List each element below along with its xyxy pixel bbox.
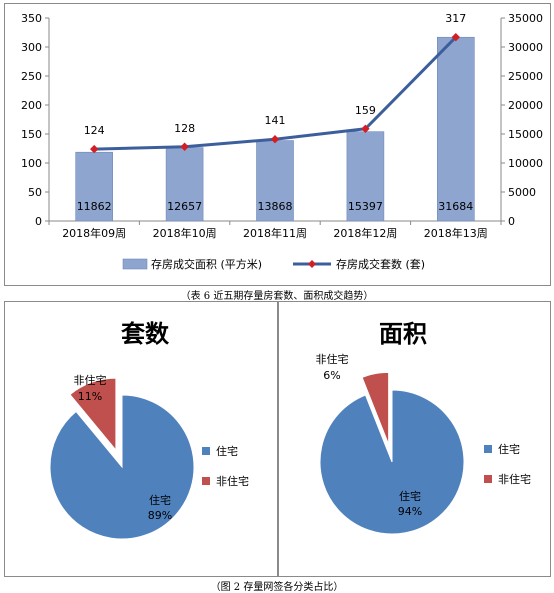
y-left-tick-label: 0 <box>35 215 42 228</box>
combo-chart-panel: 0 50 100 150 200 250 300 350 0 5000 10000 15000 2000… <box>4 3 551 286</box>
x-tick-label: 2018年09周 <box>62 226 126 240</box>
bar <box>256 140 294 222</box>
line-data-label: 128 <box>174 122 195 135</box>
x-tick-label: 2018年13周 <box>424 226 488 240</box>
legend-bar-label: 存房成交面积 (平方米) <box>151 257 262 271</box>
x-tick-label: 2018年11周 <box>243 226 307 240</box>
chart-caption-bottom: （图 2 存量网签各分类占比） <box>210 582 344 593</box>
line-point <box>270 135 280 144</box>
bar-data-label: 13868 <box>258 200 293 213</box>
legend-swatch-residential <box>484 445 492 453</box>
bar <box>436 36 475 222</box>
pie-label-nonresidential-pct: 11% <box>78 390 102 403</box>
y-left-tick-label: 250 <box>21 70 42 83</box>
chart-caption-top: （表 6 近五期存量房套数、面积成交趋势） <box>180 291 374 302</box>
pie-label-nonresidential-name: 非住宅 <box>74 373 107 387</box>
bar-data-label: 31684 <box>438 200 473 213</box>
y-right-tick-label: 15000 <box>508 128 543 141</box>
bar-data-label: 12657 <box>167 200 202 213</box>
legend-label-nonresidential: 非住宅 <box>216 474 249 488</box>
pie-panel-count: 套数 住宅 89% 非住宅 11% 住宅 非住宅 <box>4 301 278 577</box>
legend-label-nonresidential: 非住宅 <box>498 472 531 486</box>
pie-slice-residential <box>319 389 465 535</box>
pie-label-nonresidential-name: 非住宅 <box>316 352 349 366</box>
line-point <box>180 142 189 151</box>
y-left-tick-label: 150 <box>21 128 42 141</box>
legend-label-residential: 住宅 <box>216 444 238 458</box>
line-data-label: 124 <box>84 124 105 137</box>
y-left-tick-label: 200 <box>21 99 42 112</box>
y-left-tick-label: 300 <box>21 41 42 54</box>
line-point <box>90 144 99 154</box>
line-data-label: 159 <box>355 104 376 117</box>
pie-label-residential-name: 住宅 <box>399 489 421 503</box>
line-data-label: 141 <box>265 114 286 127</box>
legend-swatch-residential <box>202 447 210 455</box>
y-right-tick-label: 25000 <box>508 70 543 83</box>
bar <box>346 131 385 222</box>
pie-title: 面积 <box>379 320 427 348</box>
y-left-tick-label: 350 <box>21 12 42 25</box>
legend-swatch-nonresidential <box>202 477 210 485</box>
pie-slice-nonresidential <box>361 371 390 445</box>
pie-slice-residential <box>49 394 195 540</box>
y-right-tick-label: 5000 <box>508 186 536 199</box>
legend-bar-swatch <box>122 258 148 270</box>
legend-line-label: 存房成交套数 (套) <box>336 257 425 271</box>
y-right-tick-label: 10000 <box>508 157 543 170</box>
line-series <box>94 36 457 151</box>
pie-label-residential-pct: 94% <box>398 505 422 518</box>
y-right-tick-label: 0 <box>508 215 515 228</box>
x-tick-label: 2018年10周 <box>153 226 217 240</box>
pie-label-residential-name: 住宅 <box>149 493 171 507</box>
y-right-tick-label: 20000 <box>508 99 543 112</box>
pie-title: 套数 <box>121 320 170 348</box>
combo-chart: 0 50 100 150 200 250 300 350 0 5000 10000 15000 2000… <box>21 12 543 271</box>
y-right-tick-label: 30000 <box>508 41 543 54</box>
bar <box>165 147 204 222</box>
legend-swatch-nonresidential <box>484 475 492 483</box>
line-point <box>451 32 460 42</box>
y-left-tick-label: 50 <box>28 186 42 199</box>
y-right-tick-label: 35000 <box>508 12 543 25</box>
pie-panel-area: 面积 住宅 94% 非住宅 6% 住宅 非住宅 <box>278 301 551 577</box>
pie-slice-nonresidential <box>69 377 117 452</box>
y-left-tick-label: 100 <box>21 157 42 170</box>
line-data-label: 317 <box>445 12 466 25</box>
bar-data-label: 15397 <box>348 200 383 213</box>
legend-label-residential: 住宅 <box>498 442 520 456</box>
bar-data-label: 11862 <box>77 200 112 213</box>
legend-line-marker <box>308 260 316 268</box>
pie-label-residential-pct: 89% <box>148 509 172 522</box>
pie-label-nonresidential-pct: 6% <box>323 369 340 382</box>
x-tick-label: 2018年12周 <box>333 226 397 240</box>
